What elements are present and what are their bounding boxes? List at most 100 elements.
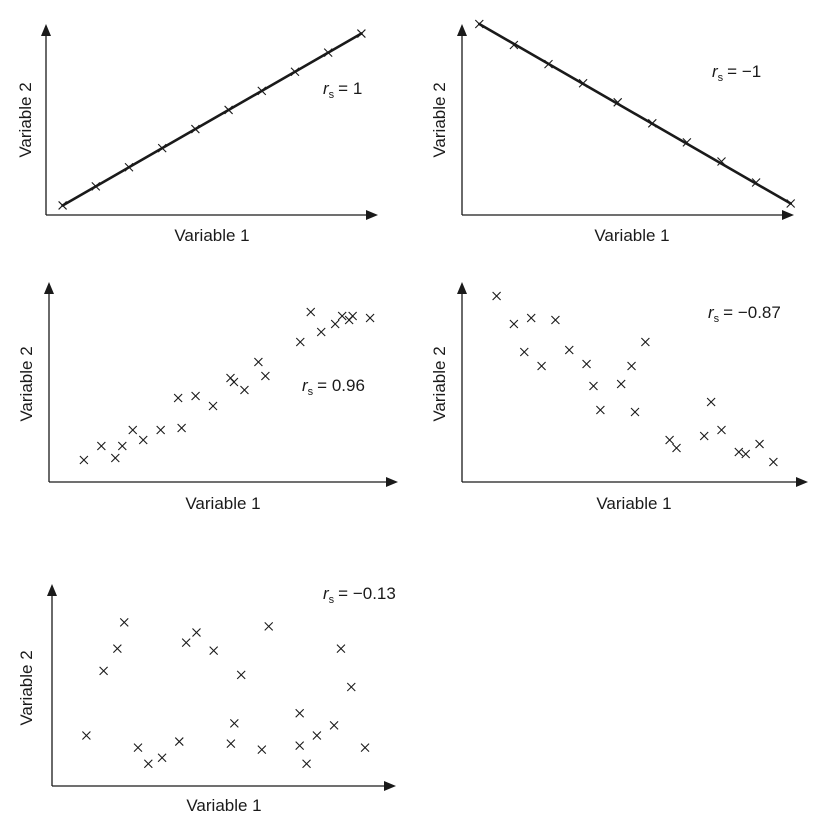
data-point [312, 731, 322, 740]
chart-panel-positive-perfect: Variable 1 Variable 2 rs = 1 [16, 24, 378, 245]
data-point [357, 29, 366, 38]
scatter-marks [492, 291, 778, 467]
data-point [229, 377, 239, 387]
chart-panel-no-correlation: Variable 1 Variable 2 rs = −0.13 [17, 584, 396, 815]
correlation-symbol: r [323, 79, 330, 98]
data-point [257, 745, 267, 755]
data-point [58, 201, 67, 210]
data-point [128, 425, 138, 435]
x-axis-label: Variable 1 [186, 796, 261, 815]
data-point [734, 447, 744, 457]
y-axis-label: Variable 2 [17, 650, 36, 725]
data-point [181, 638, 191, 647]
data-point [337, 311, 347, 321]
scatter-marks [58, 29, 366, 210]
data-point [112, 644, 122, 654]
data-point [526, 313, 536, 323]
data-point [682, 138, 692, 147]
data-point [323, 48, 333, 58]
data-point [769, 457, 778, 467]
y-axis-label: Variable 2 [430, 346, 449, 421]
scatter-marks [82, 617, 370, 769]
correlation-annotation: rs = −0.87 [708, 303, 781, 325]
data-point [509, 40, 519, 50]
y-axis-label: Variable 2 [16, 82, 35, 157]
data-point [537, 361, 546, 371]
data-point [254, 357, 263, 367]
data-point [174, 737, 184, 746]
data-point [156, 425, 166, 435]
data-point [191, 124, 200, 134]
data-point [119, 617, 129, 627]
data-point [290, 67, 300, 77]
data-point [82, 731, 91, 740]
data-point [492, 291, 501, 301]
data-point [640, 337, 650, 347]
data-point [360, 743, 370, 753]
correlation-annotation: rs = −1 [712, 62, 761, 84]
x-axis-label: Variable 1 [594, 226, 669, 245]
data-point [564, 345, 574, 355]
data-point [336, 644, 346, 654]
correlation-subscript: s [329, 594, 335, 606]
data-point [627, 361, 636, 371]
x-axis-arrow [782, 210, 794, 220]
data-point [706, 397, 716, 407]
data-point [741, 449, 751, 459]
y-axis-label: Variable 2 [430, 82, 449, 157]
data-point [699, 431, 709, 441]
data-point [596, 405, 605, 415]
data-point [316, 327, 326, 337]
data-point [344, 315, 354, 325]
data-point [302, 759, 311, 769]
x-axis-label: Variable 1 [174, 226, 249, 245]
data-point [209, 646, 219, 656]
data-point [329, 721, 339, 730]
data-point [630, 407, 640, 417]
data-point [240, 385, 249, 395]
correlation-subscript: s [718, 72, 724, 84]
correlation-subscript: s [308, 386, 314, 398]
correlation-annotation: rs = −0.13 [323, 584, 396, 606]
x-axis-label: Variable 1 [596, 494, 671, 513]
correlation-value: = −1 [727, 62, 761, 81]
correlation-annotation: rs = 0.96 [302, 376, 365, 398]
data-point [717, 157, 726, 166]
y-axis-arrow [457, 282, 467, 294]
data-point [346, 682, 356, 692]
data-point [786, 199, 796, 208]
x-axis-arrow [386, 477, 398, 487]
chart-panel-strong-positive: Variable 1 Variable 2 rs = 0.96 [17, 282, 398, 513]
data-point [96, 441, 106, 451]
scatter-marks [474, 19, 796, 208]
y-axis-arrow [44, 282, 54, 294]
data-point [613, 97, 623, 107]
data-point [177, 423, 187, 433]
data-point [260, 371, 270, 381]
data-point [91, 181, 101, 191]
chart-panel-strong-negative: Variable 1 Variable 2 rs = −0.87 [430, 282, 808, 513]
y-axis-arrow [457, 24, 467, 36]
correlation-value: = −0.87 [723, 303, 781, 322]
data-point [295, 337, 305, 347]
fit-line [61, 32, 363, 207]
x-axis-arrow [384, 781, 396, 791]
data-point [138, 435, 148, 445]
correlation-subscript: s [714, 313, 720, 325]
correlation-annotation: rs = 1 [323, 79, 362, 101]
correlation-symbol: r [708, 303, 715, 322]
data-point [544, 59, 553, 69]
data-point [551, 315, 560, 325]
data-point [647, 118, 657, 128]
x-axis-label: Variable 1 [185, 494, 260, 513]
data-point [616, 379, 626, 389]
data-point [257, 86, 267, 96]
data-point [173, 393, 183, 403]
correlation-symbol: r [712, 62, 719, 81]
chart-panel-negative-perfect: Variable 1 Variable 2 rs = −1 [430, 19, 796, 245]
data-point [192, 628, 201, 637]
data-point [124, 162, 134, 172]
data-point [755, 439, 764, 449]
data-point [672, 443, 681, 453]
